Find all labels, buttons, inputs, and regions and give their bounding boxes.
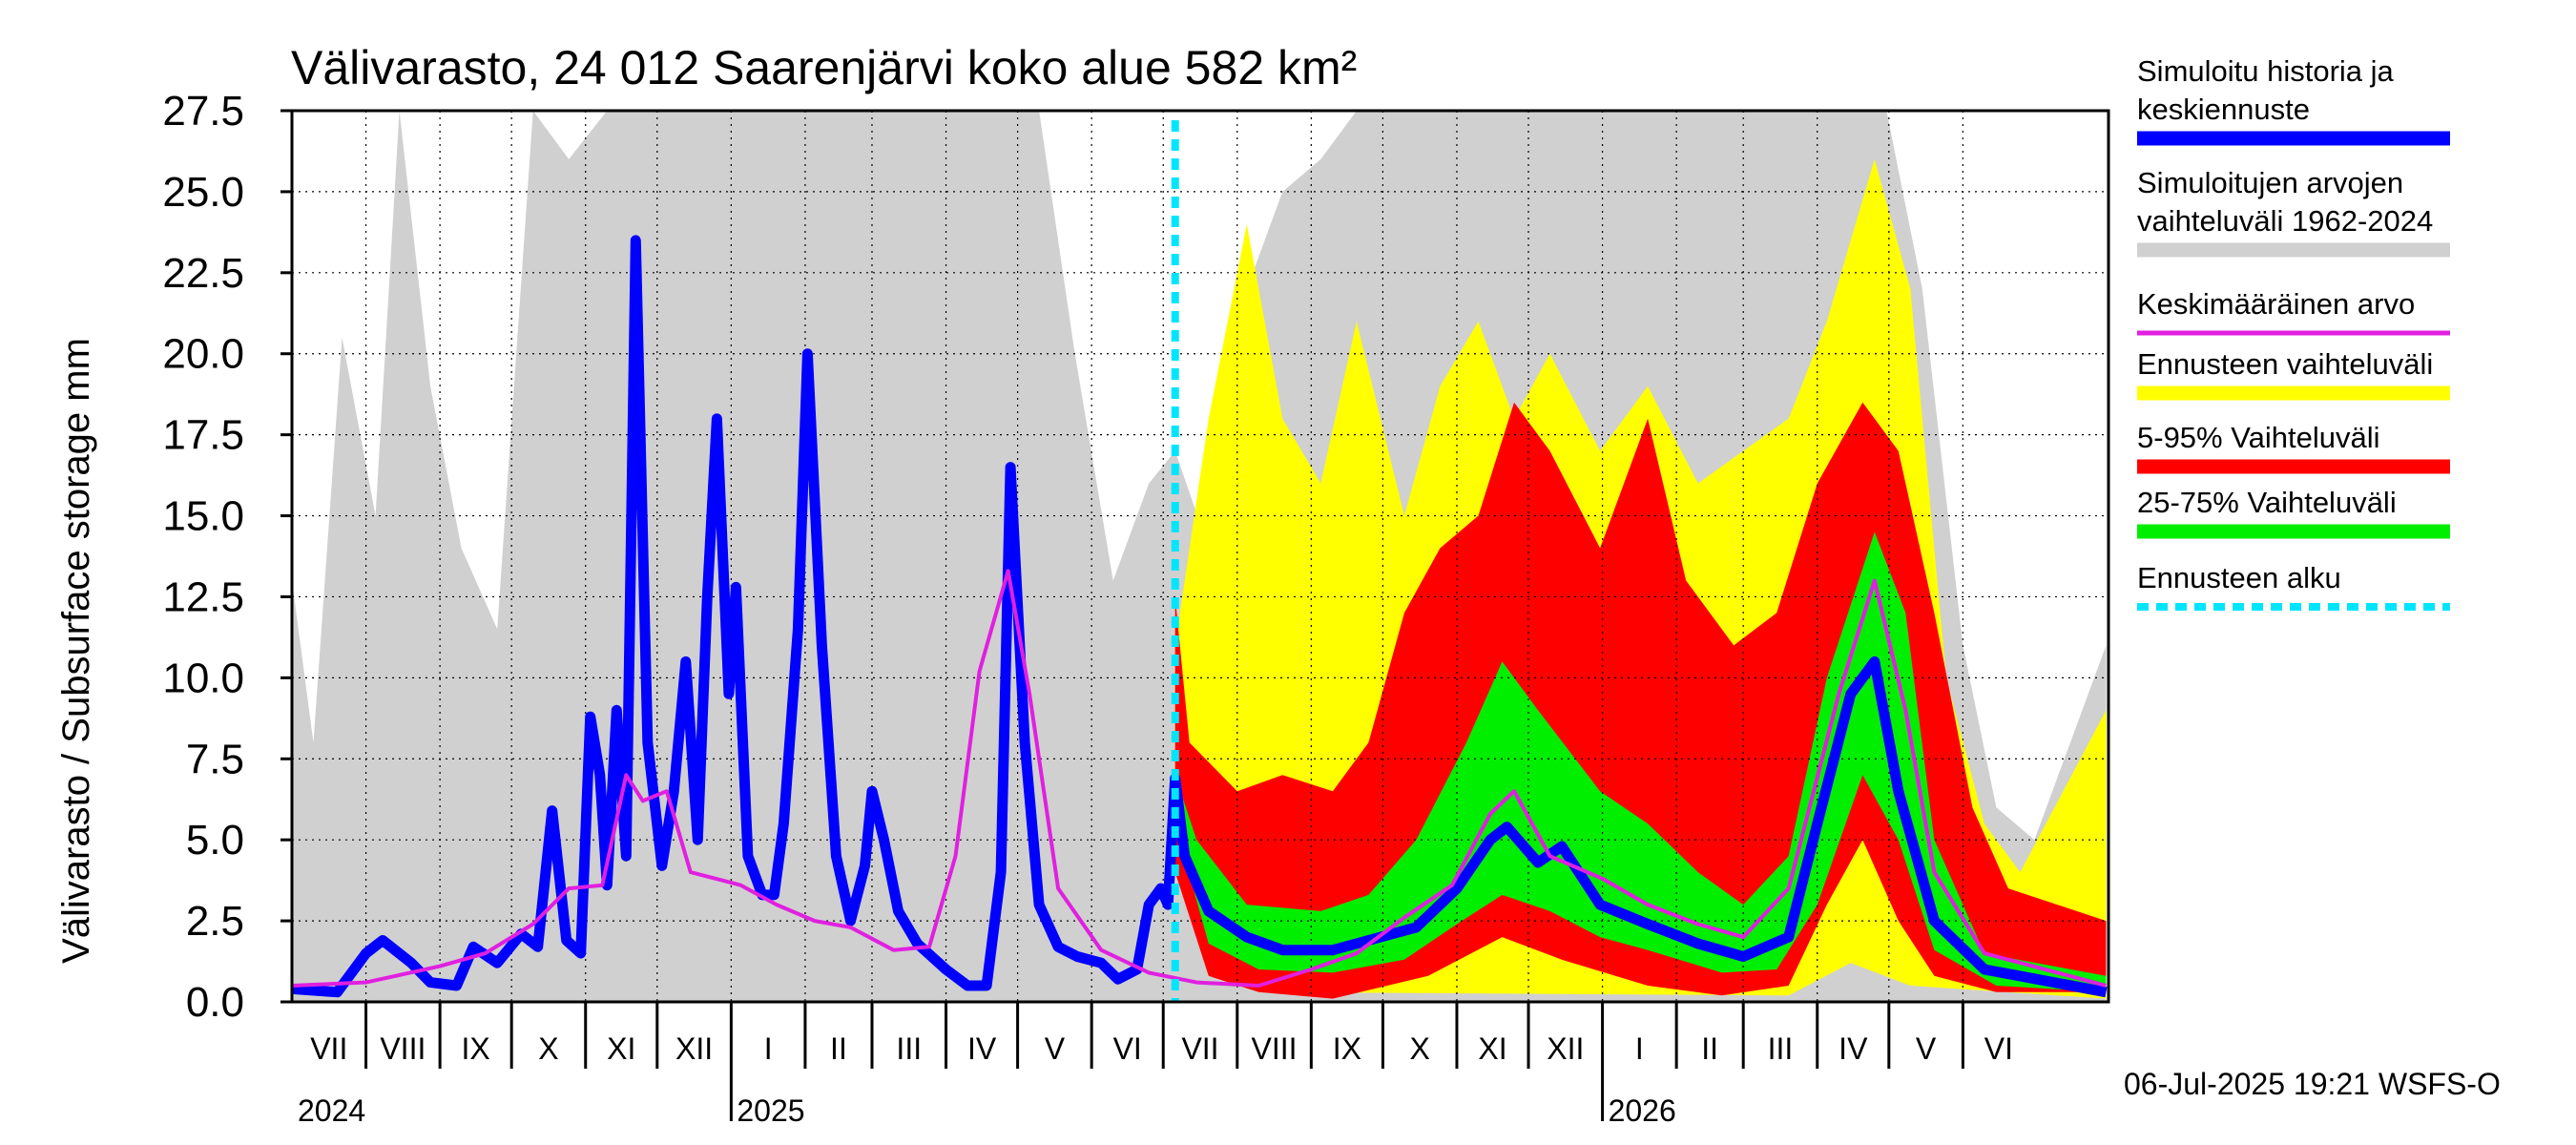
x-month-label: X [1410, 1031, 1430, 1066]
y-tick-label: 7.5 [186, 736, 244, 782]
x-month-label: V [1916, 1031, 1937, 1066]
x-month-label: XI [607, 1031, 635, 1066]
x-month-label: II [1701, 1031, 1718, 1066]
x-axis: VII VIII IX X XI XII I II III IV V VI VII VIII IX X XI XI… [298, 1002, 2013, 1128]
chart-title: Välivarasto, 24 012 Saarenjärvi koko alu… [291, 41, 1357, 94]
x-month-label: VI [1113, 1031, 1142, 1066]
y-tick-label: 12.5 [162, 573, 244, 620]
x-month-label: VII [1181, 1031, 1218, 1066]
y-tick-label: 22.5 [162, 250, 244, 297]
y-tick-label: 5.0 [186, 817, 244, 864]
series-keskim-r-inen-arvo [291, 569, 2108, 988]
legend-label: Simuloitu historia ja [2137, 54, 2395, 88]
plot-frame [290, 109, 2110, 1004]
y-tick-label: 0.0 [186, 979, 244, 1026]
x-year-label: 2026 [1609, 1093, 1676, 1128]
x-month-label: XII [1547, 1031, 1584, 1066]
x-year-label: 2024 [298, 1093, 365, 1128]
legend-label: Simuloitujen arvojen [2137, 166, 2403, 199]
x-month-label: VIII [380, 1031, 426, 1066]
x-month-label: IV [967, 1031, 997, 1066]
y-tick-label: 10.0 [162, 655, 244, 701]
legend-label: Ennusteen alku [2137, 561, 2341, 594]
footer-timestamp: 06-Jul-2025 19:21 WSFS-O [2124, 1067, 2501, 1101]
y-tick-label: 17.5 [162, 412, 244, 459]
legend-label: keskiennuste [2137, 93, 2310, 126]
plot-area [290, 109, 2110, 1004]
y-tick-label: 2.5 [186, 898, 244, 945]
y-tick-label: 25.0 [162, 169, 244, 216]
x-month-label: VI [1984, 1031, 2013, 1066]
x-month-label: VIII [1252, 1031, 1298, 1066]
x-month-label: I [1635, 1031, 1644, 1066]
band-25-75-vaihteluv-li [1174, 531, 2107, 992]
legend-label: 25-75% Vaihteluväli [2137, 486, 2397, 519]
x-month-label: V [1045, 1031, 1066, 1066]
x-month-label: XI [1478, 1031, 1506, 1066]
legend-label: 5-95% Vaihteluväli [2137, 421, 2379, 454]
legend: Simuloitu historia ja keskiennuste Simuloi… [2137, 54, 2450, 611]
x-month-label: II [830, 1031, 847, 1066]
legend-label: Keskimääräinen arvo [2137, 287, 2415, 321]
y-axis: 0.0 2.5 5.0 7.5 10.0 12.5 15.0 17.5 20.0 22.5 25.0… [162, 88, 292, 1026]
x-month-label: IV [1839, 1031, 1868, 1066]
legend-label: Ennusteen vaihteluväli [2137, 347, 2433, 381]
y-tick-label: 27.5 [162, 88, 244, 135]
legend-label: vaihteluväli 1962-2024 [2137, 204, 2433, 238]
x-month-label: III [1768, 1031, 1794, 1066]
y-axis-label: Välivarasto / Subsurface storage mm [55, 338, 97, 964]
band-layer [292, 111, 2107, 1002]
x-month-label: XII [675, 1031, 713, 1066]
y-tick-label: 20.0 [162, 331, 244, 378]
x-month-label: IX [462, 1031, 490, 1066]
x-month-label: I [764, 1031, 773, 1066]
series-layer [291, 235, 2108, 998]
x-month-label: IX [1333, 1031, 1361, 1066]
y-tick-label: 15.0 [162, 493, 244, 540]
series-simuloitu-historia-ja-keskiennuste [291, 235, 2108, 998]
x-month-label: VII [310, 1031, 347, 1066]
x-year-label: 2025 [737, 1093, 804, 1128]
x-month-label: III [896, 1031, 922, 1066]
x-month-label: X [538, 1031, 558, 1066]
